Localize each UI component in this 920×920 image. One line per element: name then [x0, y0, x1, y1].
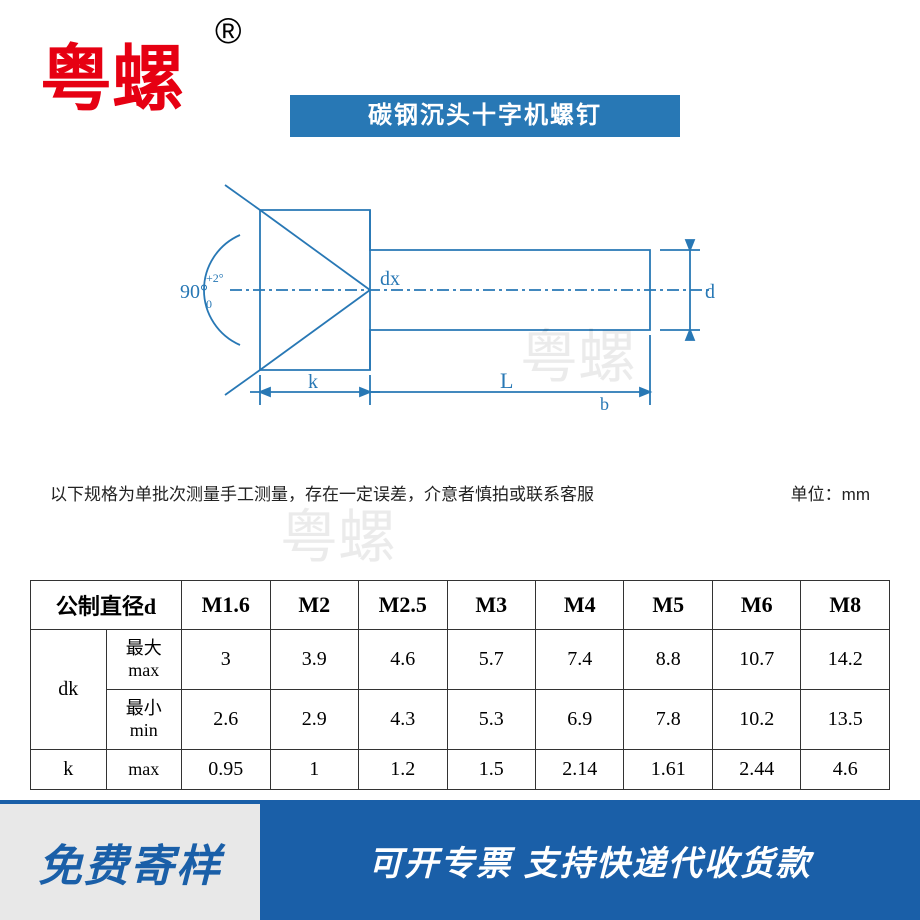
- col-header: M8: [801, 581, 890, 630]
- col-header: M3: [447, 581, 535, 630]
- cell: 5.3: [447, 690, 535, 750]
- angle-tol-upper: +2°: [206, 271, 224, 285]
- cell: 1.5: [447, 750, 535, 790]
- row-sub-max: 最大 max: [106, 630, 182, 690]
- footer-left-panel: 免费寄样: [0, 800, 260, 920]
- row-sub-min: 最小 min: [106, 690, 182, 750]
- cell: 2.44: [712, 750, 800, 790]
- cell: 2.14: [536, 750, 624, 790]
- cell: 2.9: [270, 690, 358, 750]
- screw-diagram: 90° +2° 0 dx d k L b: [170, 170, 750, 410]
- table-row: k max 0.95 1 1.2 1.5 2.14 1.61 2.44 4.6: [31, 750, 890, 790]
- row-group-k: k: [31, 750, 107, 790]
- angle-label: 90°: [180, 281, 208, 303]
- dim-d: d: [705, 281, 715, 303]
- brand-logo: 粤螺: [40, 20, 184, 125]
- cell: 10.2: [712, 690, 800, 750]
- cell: 1: [270, 750, 358, 790]
- cell: 4.3: [359, 690, 447, 750]
- measurement-note: 以下规格为单批次测量手工测量，存在一定误差，介意者慎拍或联系客服: [50, 480, 870, 505]
- cell: 10.7: [712, 630, 800, 690]
- free-sample-text: 免费寄样: [38, 830, 222, 894]
- row-group-dk: dk: [31, 630, 107, 750]
- col-header: M2: [270, 581, 358, 630]
- cell: 4.6: [801, 750, 890, 790]
- row-sub-max: max: [106, 750, 182, 790]
- angle-tol-lower: 0: [206, 297, 212, 311]
- cell: 2.6: [182, 690, 270, 750]
- footer-banner: 免费寄样 可开专票 支持快递代收货款: [0, 800, 920, 920]
- cell: 3.9: [270, 630, 358, 690]
- unit-label: 单位：mm: [791, 480, 870, 505]
- col-header: M1.6: [182, 581, 270, 630]
- footer-services-text: 可开专票 支持快递代收货款: [368, 836, 811, 885]
- table-header-row: 公制直径d M1.6 M2 M2.5 M3 M4 M5 M6 M8: [31, 581, 890, 630]
- cell: 8.8: [624, 630, 712, 690]
- cell: 13.5: [801, 690, 890, 750]
- col-header: M5: [624, 581, 712, 630]
- cell: 7.4: [536, 630, 624, 690]
- cell: 1.2: [359, 750, 447, 790]
- cell: 4.6: [359, 630, 447, 690]
- cell: 0.95: [182, 750, 270, 790]
- col-header: M2.5: [359, 581, 447, 630]
- col-header: M6: [712, 581, 800, 630]
- cell: 14.2: [801, 630, 890, 690]
- cell: 5.7: [447, 630, 535, 690]
- col-header: M4: [536, 581, 624, 630]
- cell: 3: [182, 630, 270, 690]
- dim-L: L: [500, 368, 513, 393]
- dim-k: k: [308, 371, 318, 393]
- registered-mark: ®: [215, 10, 242, 52]
- cell: 1.61: [624, 750, 712, 790]
- cell: 7.8: [624, 690, 712, 750]
- header-diameter: 公制直径d: [31, 581, 182, 630]
- table-row: dk 最大 max 3 3.9 4.6 5.7 7.4 8.8 10.7 14.…: [31, 630, 890, 690]
- cell: 6.9: [536, 690, 624, 750]
- table-row: 最小 min 2.6 2.9 4.3 5.3 6.9 7.8 10.2 13.5: [31, 690, 890, 750]
- product-title: 碳钢沉头十字机螺钉: [290, 95, 680, 137]
- footer-right-panel: 可开专票 支持快递代收货款: [260, 800, 920, 920]
- dim-dx: dx: [380, 268, 400, 290]
- spec-table: 公制直径d M1.6 M2 M2.5 M3 M4 M5 M6 M8 dk 最大 …: [30, 580, 890, 790]
- dim-b: b: [600, 394, 609, 410]
